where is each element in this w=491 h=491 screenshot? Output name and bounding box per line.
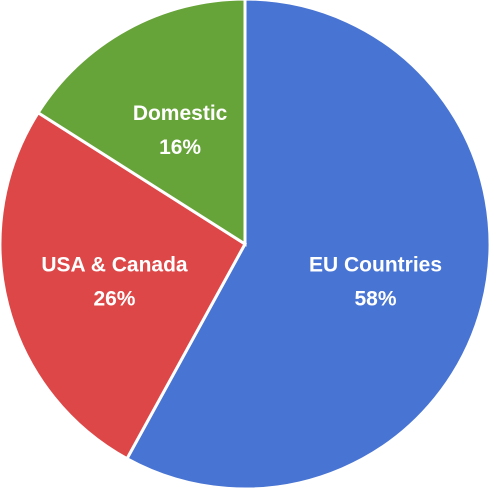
slice-label-usa-canada: USA & Canada (41, 254, 188, 277)
slice-percent-usa-canada: 26% (93, 288, 135, 311)
slice-percent-eu-countries: 58% (355, 288, 397, 311)
slice-usa-canada (0, 110, 247, 461)
labels-layer: EU Countries 58% USA & Canada 26% Domestic 16… (41, 102, 442, 311)
slice-domestic (36, 0, 247, 247)
slice-label-eu-countries: EU Countries (309, 254, 442, 277)
slice-percent-domestic: 16% (159, 136, 201, 159)
slice-eu-countries (124, 0, 491, 491)
slice-label-domestic: Domestic (133, 102, 228, 125)
